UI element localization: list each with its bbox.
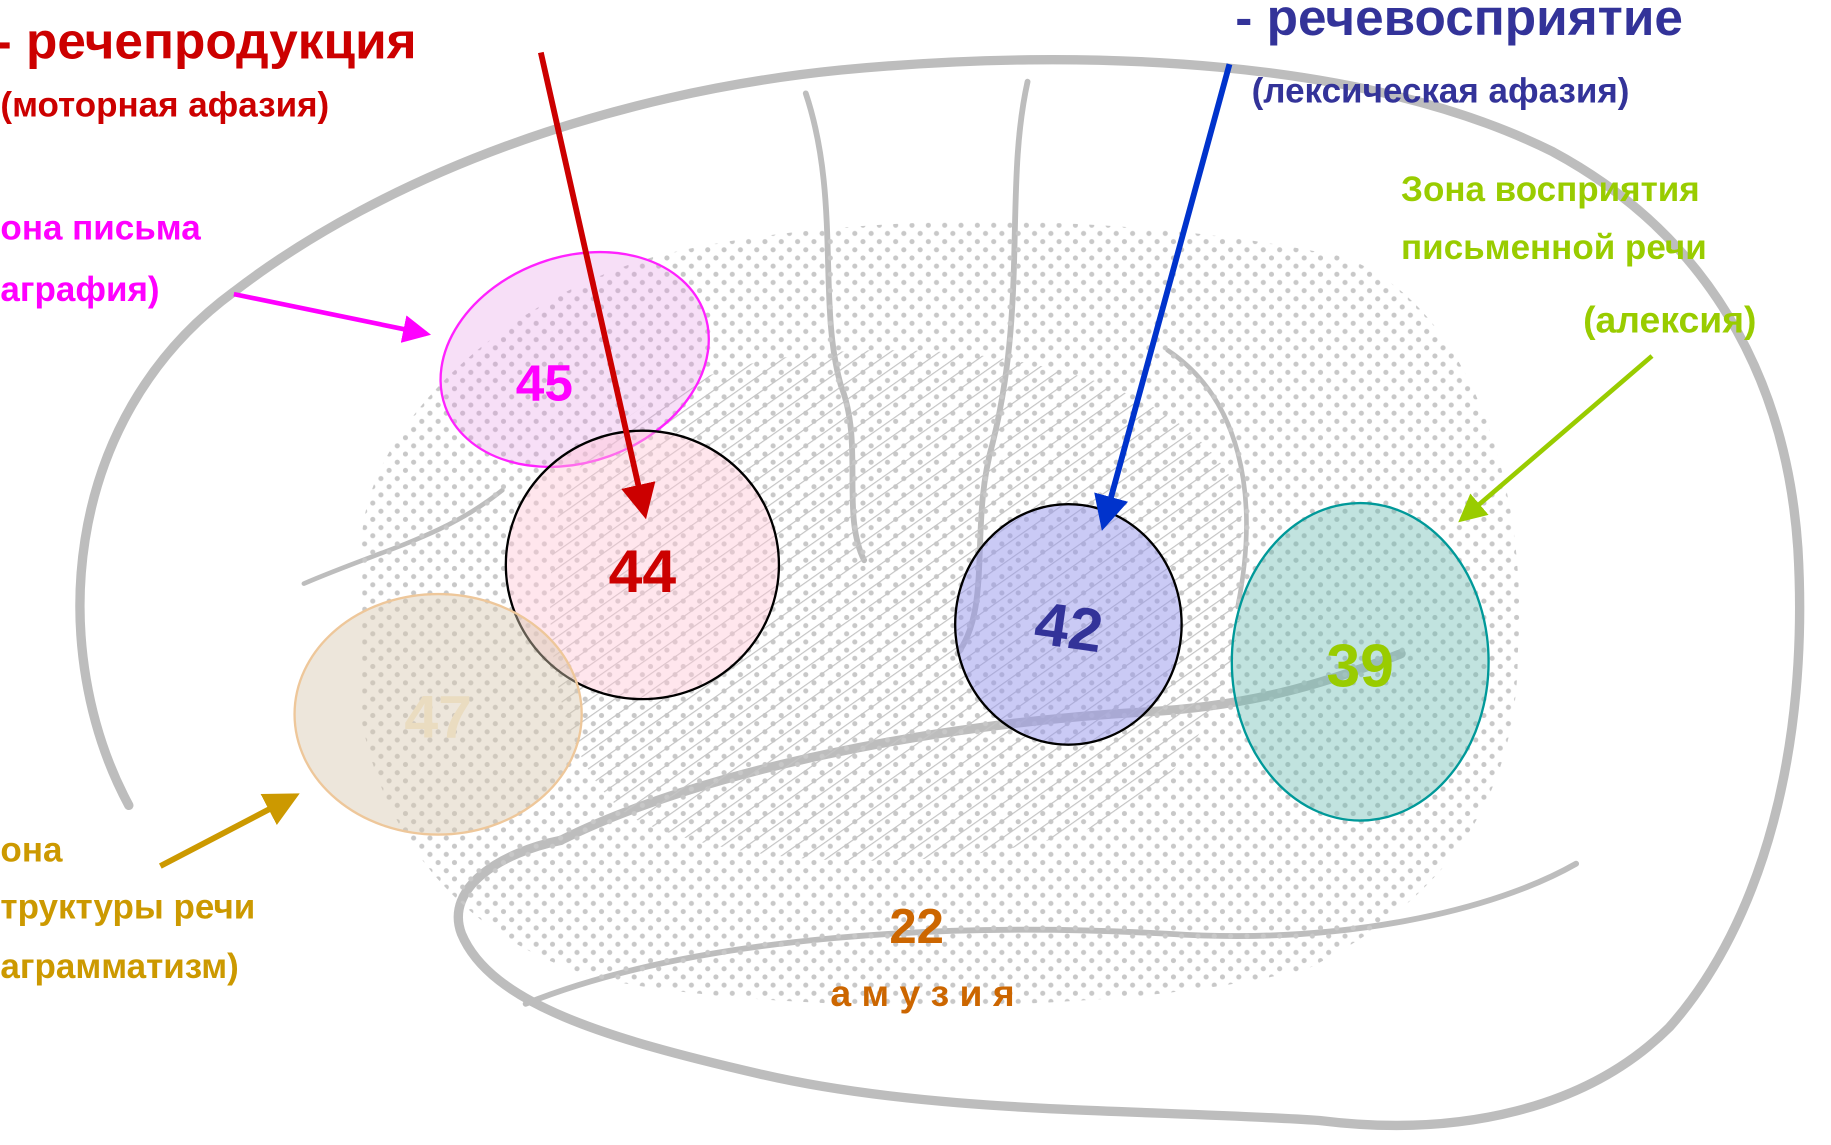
reading-label: (алексия) — [1583, 299, 1756, 341]
area-number: 22 — [889, 900, 944, 954]
reading-label: письменной речи — [1401, 228, 1707, 267]
production-title: - речепродукция — [0, 12, 417, 69]
writing-label: она письма — [0, 208, 201, 247]
writing-label: аграфия) — [0, 270, 159, 309]
reading-label: Зона восприятия — [1401, 170, 1700, 209]
area-number: 47 — [404, 683, 472, 751]
structure-label: она — [0, 830, 63, 869]
structure-label: аграмматизм) — [0, 947, 238, 986]
area-number: 44 — [609, 537, 677, 605]
page: - речепродукция (моторная афазия) она пи… — [0, 0, 1831, 1145]
amusia-label: а м у з и я — [830, 972, 1014, 1014]
perception-subtitle: (лексическая афазия) — [1252, 72, 1630, 111]
area-number: 45 — [516, 354, 573, 411]
area-number: 42 — [1031, 588, 1107, 665]
brain-diagram: - речепродукция (моторная афазия) она пи… — [0, 0, 1831, 1145]
production-subtitle: (моторная афазия) — [0, 86, 329, 125]
perception-title: - речевосприятие — [1235, 0, 1683, 46]
structure-label: труктуры речи — [0, 888, 255, 927]
area-number: 39 — [1326, 631, 1394, 699]
